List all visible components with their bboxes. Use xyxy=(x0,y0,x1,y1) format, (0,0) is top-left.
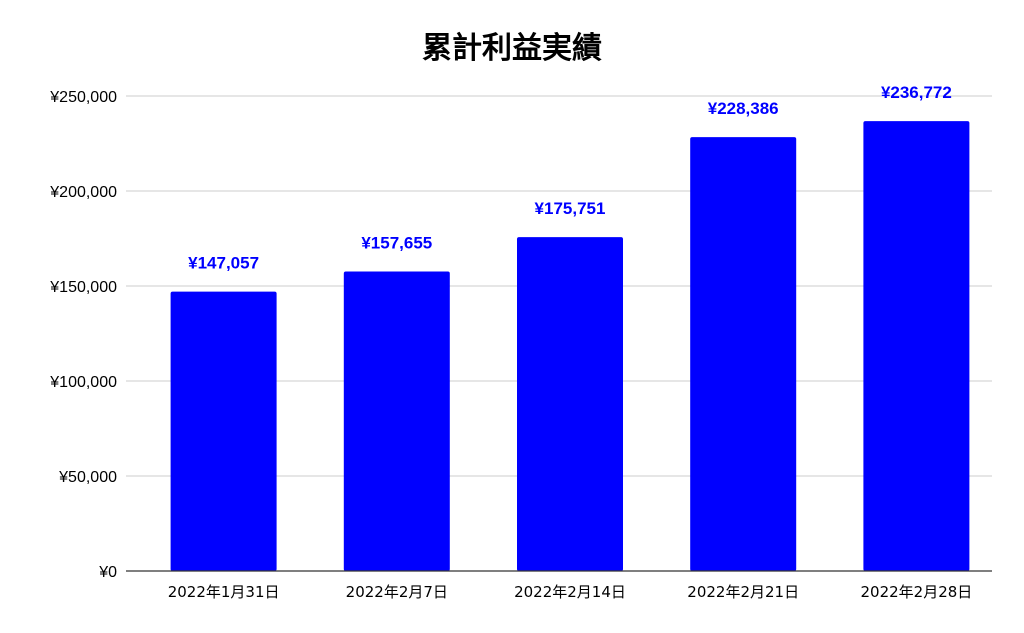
bar xyxy=(517,237,623,571)
data-label: ¥228,386 xyxy=(708,99,779,118)
y-tick-label: ¥100,000 xyxy=(49,374,117,391)
data-label: ¥236,772 xyxy=(881,83,952,102)
x-tick-label: 2022年2月7日 xyxy=(346,583,448,601)
x-tick-label: 2022年2月28日 xyxy=(860,583,972,601)
y-tick-label: ¥150,000 xyxy=(49,279,117,296)
data-labels: ¥147,057 ¥157,655 ¥175,751 ¥228,386 ¥236,772 xyxy=(188,83,952,272)
data-label: ¥157,655 xyxy=(361,233,432,252)
data-label: ¥147,057 xyxy=(188,254,259,273)
data-label: ¥175,751 xyxy=(535,199,606,218)
bar xyxy=(170,291,277,571)
bar xyxy=(343,271,450,571)
y-tick-label: ¥200,000 xyxy=(49,184,117,201)
y-tick-label: ¥250,000 xyxy=(49,89,117,106)
x-tick-label: 2022年2月14日 xyxy=(514,583,626,601)
bar xyxy=(690,137,797,572)
x-tick-label: 2022年2月21日 xyxy=(687,583,799,601)
x-tick-label: 2022年1月31日 xyxy=(168,583,280,601)
y-tick-label: ¥50,000 xyxy=(58,469,117,486)
bars xyxy=(170,121,970,572)
y-tick-label: ¥0 xyxy=(98,564,117,581)
y-axis-tick-labels: ¥0 ¥50,000 ¥100,000 ¥150,000 ¥200,000 ¥250,00… xyxy=(49,89,117,581)
chart-title: 累計利益実績 xyxy=(422,31,602,66)
x-axis-tick-labels: 2022年1月31日 2022年2月7日 2022年2月14日 2022年2月21日 2… xyxy=(168,583,973,601)
bar xyxy=(863,121,970,571)
